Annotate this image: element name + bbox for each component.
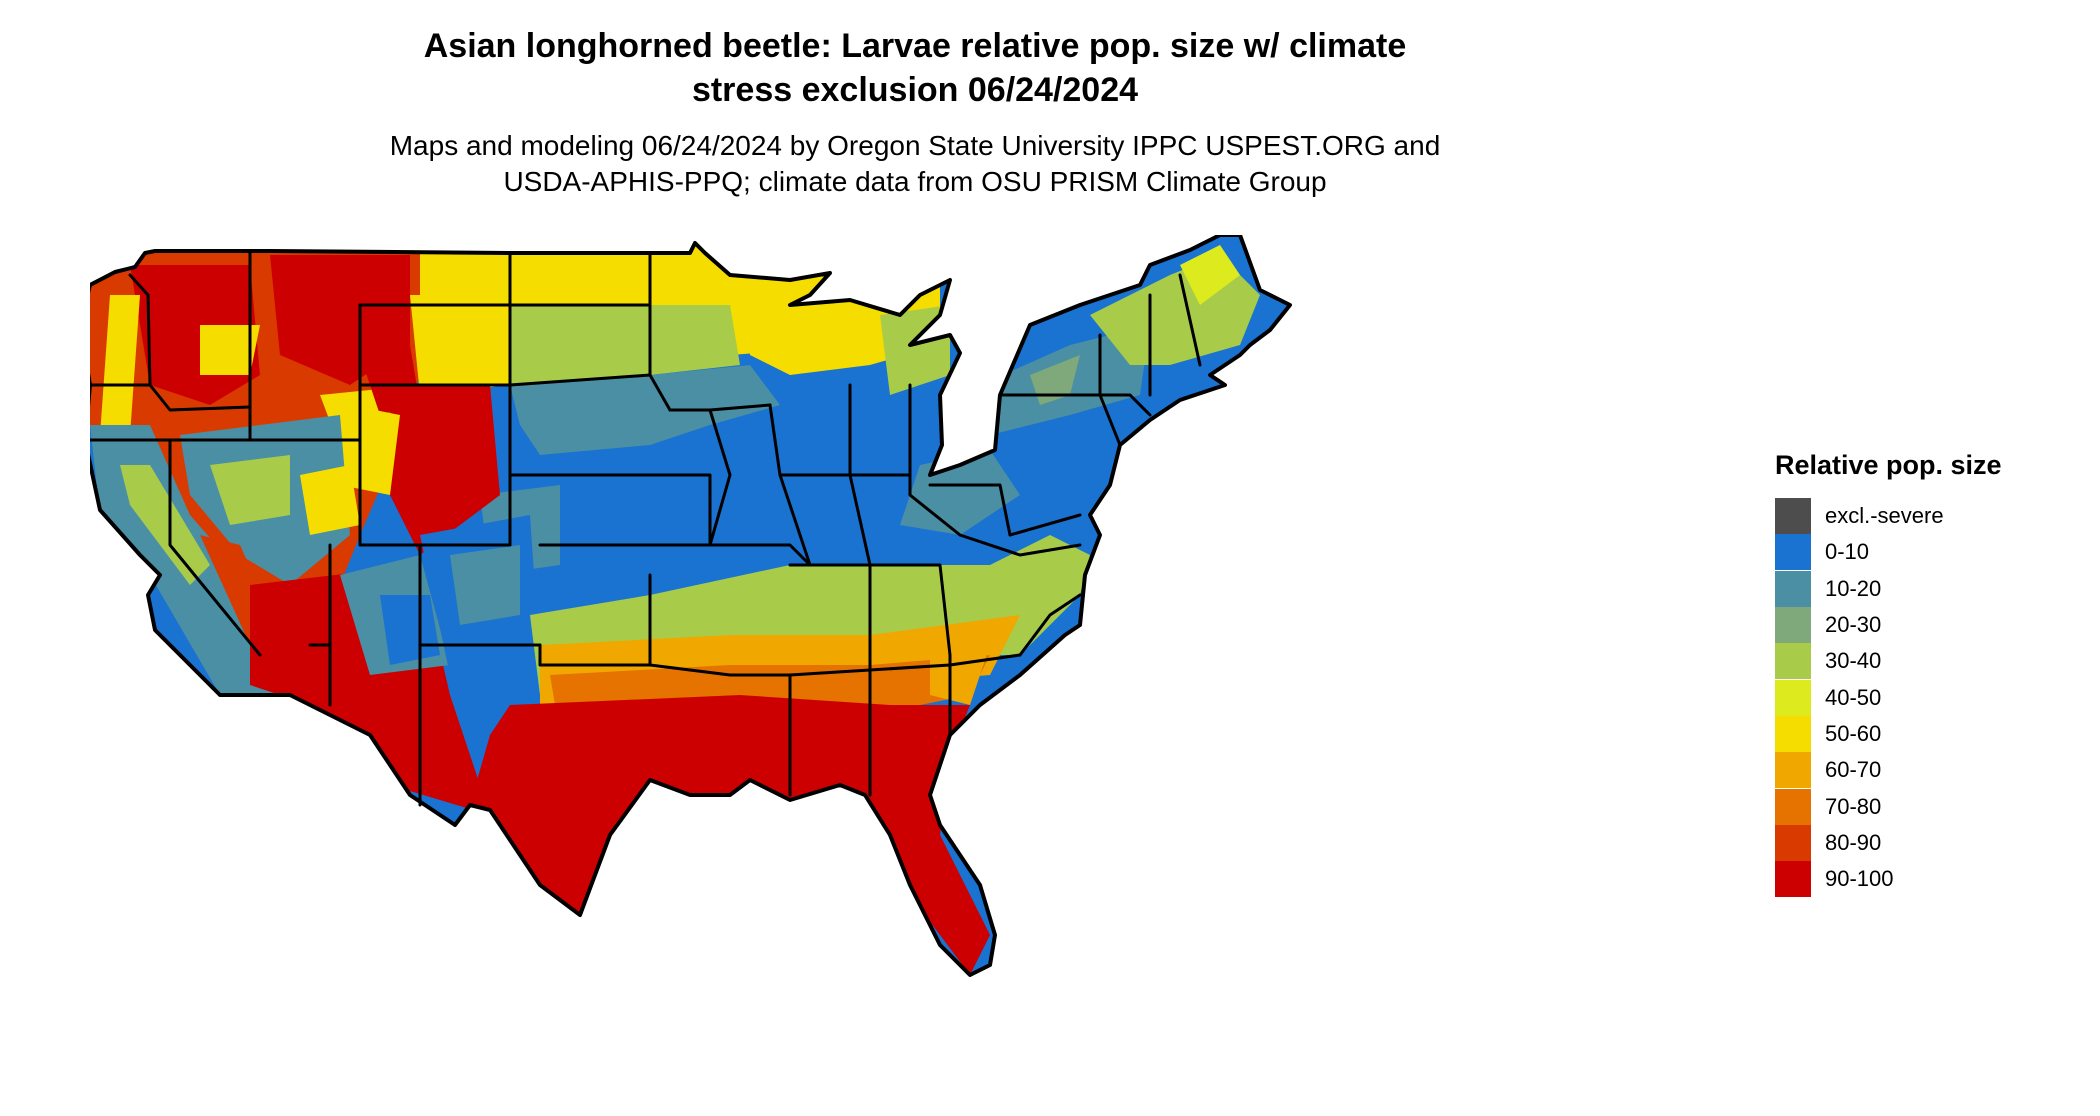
- legend-item: 70-80: [1775, 788, 2002, 825]
- map-title-line-2: stress exclusion 06/24/2024: [691, 71, 1139, 109]
- legend-item: 80-90: [1775, 824, 2002, 861]
- legend-swatch: [1775, 752, 1811, 789]
- legend-swatch: [1775, 570, 1811, 607]
- legend-swatch: [1775, 643, 1811, 680]
- map-title-line-1: Asian longhorned beetle: Larvae relative…: [423, 27, 1407, 65]
- legend-label: 0-10: [1825, 539, 1870, 565]
- legend-label: 80-90: [1825, 829, 1882, 855]
- legend-item: excl.-severe: [1775, 498, 2002, 535]
- legend-label: 60-70: [1825, 757, 1882, 783]
- legend-label: 30-40: [1825, 648, 1882, 674]
- legend-item: 0-10: [1775, 534, 2002, 571]
- legend-item: 20-30: [1775, 607, 2002, 644]
- legend-item: 10-20: [1775, 570, 2002, 607]
- state-borders: [90, 249, 1202, 807]
- legend: Relative pop. size excl.-severe 0-10 10-…: [1775, 448, 2002, 898]
- map-subtitle-line-2: USDA-APHIS-PPQ; climate data from OSU PR…: [503, 166, 1327, 197]
- legend-label: 10-20: [1825, 575, 1882, 601]
- legend-item: 90-100: [1775, 861, 2002, 898]
- legend-label: 90-100: [1825, 866, 1894, 892]
- legend-swatch: [1775, 679, 1811, 716]
- population-raster: [90, 235, 1290, 975]
- legend-title: Relative pop. size: [1775, 450, 2002, 480]
- legend-label: 70-80: [1825, 793, 1882, 819]
- legend-item: 30-40: [1775, 643, 2002, 680]
- legend-swatch: [1775, 788, 1811, 825]
- legend-swatch: [1775, 498, 1811, 535]
- legend-swatch: [1775, 607, 1811, 644]
- legend-item: 50-60: [1775, 715, 2002, 752]
- us-population-map: [90, 235, 1292, 977]
- legend-item: 60-70: [1775, 752, 2002, 789]
- legend-label: excl.-severe: [1825, 503, 1944, 529]
- legend-label: 50-60: [1825, 720, 1882, 746]
- legend-label: 20-30: [1825, 612, 1882, 638]
- legend-swatch: [1775, 824, 1811, 861]
- legend-swatch: [1775, 715, 1811, 752]
- legend-items: excl.-severe 0-10 10-20 20-30 30-40 40-5…: [1775, 498, 2002, 898]
- legend-swatch: [1775, 534, 1811, 571]
- map-subtitle-line-1: Maps and modeling 06/24/2024 by Oregon S…: [389, 130, 1441, 161]
- legend-item: 40-50: [1775, 679, 2002, 716]
- legend-swatch: [1775, 861, 1811, 898]
- legend-label: 40-50: [1825, 684, 1882, 710]
